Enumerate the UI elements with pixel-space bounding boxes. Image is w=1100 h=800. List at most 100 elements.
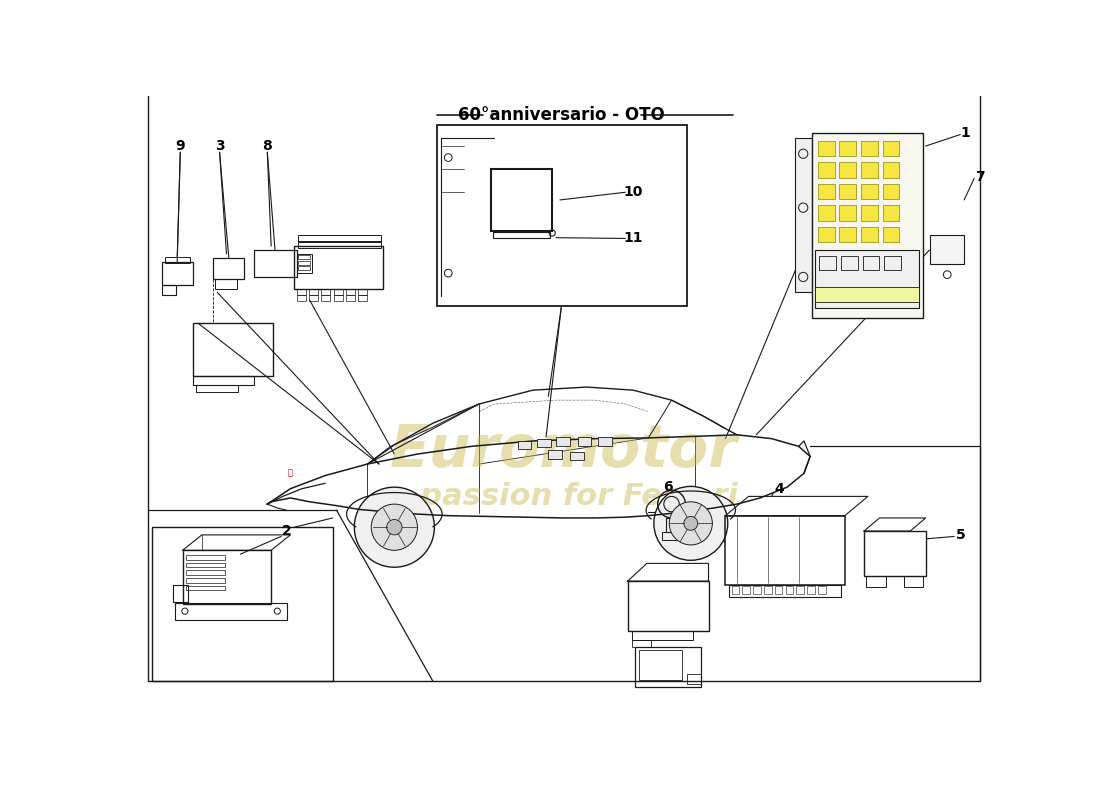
Bar <box>254 250 297 277</box>
Bar <box>815 250 918 308</box>
Bar <box>192 323 274 375</box>
Text: 🐴: 🐴 <box>288 469 293 478</box>
Bar <box>839 206 856 221</box>
Circle shape <box>684 517 697 530</box>
Bar <box>882 184 900 199</box>
Bar <box>862 256 880 270</box>
Bar <box>183 550 271 604</box>
Circle shape <box>372 504 418 550</box>
Bar <box>639 650 682 680</box>
Bar <box>796 586 804 594</box>
Bar <box>631 640 651 646</box>
Bar <box>842 256 858 270</box>
Bar <box>173 585 188 602</box>
Bar <box>807 586 815 594</box>
Bar <box>298 234 382 242</box>
Bar <box>309 289 318 294</box>
Text: 9: 9 <box>176 139 185 153</box>
Bar <box>214 279 236 289</box>
Text: 4: 4 <box>774 482 784 496</box>
Bar <box>882 227 900 242</box>
Bar <box>556 437 570 446</box>
Text: 3: 3 <box>214 139 224 153</box>
Bar <box>818 586 825 594</box>
Bar <box>636 646 701 686</box>
Text: a passion for Ferrari: a passion for Ferrari <box>389 482 738 511</box>
Bar <box>861 206 878 221</box>
Bar <box>213 258 244 279</box>
Bar <box>570 452 584 460</box>
Bar <box>839 184 856 199</box>
Bar <box>865 531 926 576</box>
Bar <box>818 184 835 199</box>
Text: 8: 8 <box>263 139 272 153</box>
Bar <box>298 261 310 265</box>
Bar <box>186 570 224 575</box>
Bar <box>861 184 878 199</box>
Bar <box>162 285 176 295</box>
Bar <box>493 231 550 238</box>
Bar <box>548 450 562 458</box>
Circle shape <box>653 486 728 560</box>
Bar <box>175 602 286 619</box>
Bar <box>297 289 306 294</box>
Bar <box>628 581 708 631</box>
Bar <box>298 266 310 270</box>
Bar <box>726 516 845 585</box>
Bar <box>729 585 842 597</box>
Bar <box>742 586 750 594</box>
Bar <box>839 141 856 156</box>
Bar <box>815 287 918 302</box>
Bar <box>818 162 835 178</box>
Bar <box>491 169 552 230</box>
Bar <box>884 256 901 270</box>
Bar <box>298 255 310 259</box>
Bar <box>763 586 772 594</box>
Circle shape <box>669 502 713 545</box>
Bar <box>882 206 900 221</box>
Bar <box>186 555 224 559</box>
Bar <box>309 294 318 301</box>
Bar <box>345 294 355 301</box>
Bar <box>196 385 238 393</box>
Bar <box>867 576 886 587</box>
Bar <box>930 234 964 264</box>
Bar <box>812 133 923 318</box>
Bar <box>162 262 192 285</box>
Text: 6: 6 <box>663 480 672 494</box>
Bar <box>754 586 761 594</box>
Bar <box>686 674 701 684</box>
Bar <box>818 206 835 221</box>
Bar <box>186 586 224 590</box>
Text: 60°anniversario - OTO: 60°anniversario - OTO <box>458 106 664 124</box>
Bar <box>297 294 306 301</box>
Bar <box>321 289 330 294</box>
Bar <box>295 246 383 289</box>
Bar <box>192 375 254 385</box>
Text: 10: 10 <box>624 186 642 199</box>
Bar <box>345 289 355 294</box>
Text: 11: 11 <box>624 231 642 246</box>
Bar <box>785 586 793 594</box>
Bar <box>774 586 782 594</box>
Bar <box>598 437 613 446</box>
Bar <box>297 254 312 273</box>
Bar <box>882 162 900 178</box>
Text: 1: 1 <box>960 126 970 140</box>
Bar <box>298 241 382 248</box>
Bar <box>578 437 592 446</box>
Bar <box>818 227 835 242</box>
Bar <box>839 162 856 178</box>
Bar <box>186 578 224 582</box>
Bar <box>359 289 367 294</box>
Bar <box>537 438 551 447</box>
Text: 5: 5 <box>956 528 965 542</box>
Bar <box>794 138 812 292</box>
Bar <box>662 532 681 539</box>
Bar <box>732 586 739 594</box>
Bar <box>818 141 835 156</box>
Bar <box>437 126 686 306</box>
Bar <box>321 294 330 301</box>
Bar <box>820 256 836 270</box>
Text: Euromotor: Euromotor <box>389 422 738 478</box>
